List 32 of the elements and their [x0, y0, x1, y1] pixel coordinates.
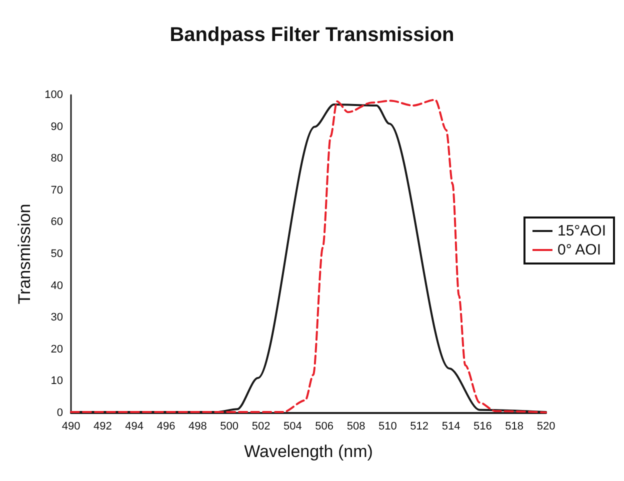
x-tick-label: 494 [125, 420, 144, 432]
x-tick-label: 510 [378, 420, 397, 432]
y-tick-label: 70 [50, 184, 63, 196]
y-tick-label: 80 [50, 152, 63, 165]
legend-label: 15°AOI [557, 222, 606, 240]
y-tick-label: 100 [44, 89, 63, 101]
y-tick-label: 30 [50, 312, 63, 324]
y-tick-label: 40 [50, 280, 63, 292]
y-tick-label: 90 [50, 120, 63, 133]
legend-label: 0° AOI [557, 242, 602, 258]
x-tick-label: 496 [156, 420, 176, 432]
x-tick-label: 514 [442, 420, 460, 432]
x-tick-label: 508 [346, 420, 366, 432]
x-tick-label: 492 [93, 420, 112, 432]
x-tick-label: 490 [62, 420, 80, 432]
x-tick-label: 498 [188, 420, 207, 432]
x-tick-label: 512 [410, 420, 429, 432]
x-tick-label: 506 [315, 420, 334, 432]
y-axis-title: Transmission [15, 204, 34, 304]
x-tick-label: 520 [536, 420, 556, 432]
x-tick-label: 500 [220, 420, 239, 432]
y-tick-label: 60 [50, 216, 63, 228]
x-tick-label: 518 [505, 420, 524, 432]
x-tick-label: 502 [252, 420, 270, 432]
x-tick-label: 516 [473, 420, 492, 432]
x-axis-title: Wavelength (nm) [244, 442, 373, 461]
y-tick-label: 0 [56, 407, 63, 419]
y-tick-label: 20 [50, 343, 63, 356]
y-tick-label: 50 [50, 248, 63, 260]
chart-title: Bandpass Filter Transmission [170, 24, 454, 46]
x-tick-label: 504 [283, 420, 302, 432]
y-tick-label: 10 [50, 375, 63, 388]
